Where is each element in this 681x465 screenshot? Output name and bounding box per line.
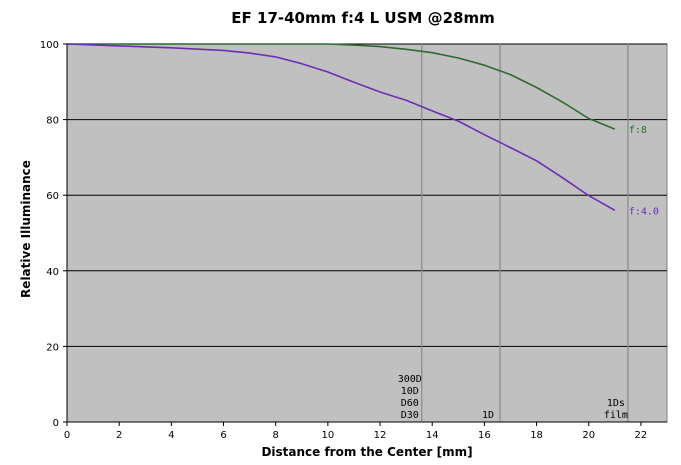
sensor-label: film xyxy=(604,410,628,421)
x-tick-label: 0 xyxy=(64,430,70,441)
x-tick-label: 14 xyxy=(426,430,439,441)
y-tick-label: 40 xyxy=(46,267,59,278)
y-tick-label: 80 xyxy=(46,116,59,127)
y-tick-label: 60 xyxy=(46,191,59,202)
y-tick-label: 100 xyxy=(40,40,59,51)
x-tick-label: 16 xyxy=(478,430,491,441)
series-label: f:4.0 xyxy=(629,206,659,217)
x-tick-label: 18 xyxy=(530,430,543,441)
y-axis-title: Relative Illuminance xyxy=(19,160,33,298)
y-tick-label: 0 xyxy=(53,418,59,429)
x-tick-label: 2 xyxy=(116,430,122,441)
x-tick-label: 22 xyxy=(635,430,648,441)
x-axis-title: Distance from the Center [mm] xyxy=(261,445,472,459)
series-line-f8 xyxy=(67,43,616,130)
sensor-label: 10D xyxy=(401,386,419,397)
x-tick-label: 12 xyxy=(374,430,387,441)
y-axis: 0 20 40 60 80 100 xyxy=(40,40,68,429)
x-tick-label: 6 xyxy=(220,430,226,441)
chart-title: EF 17-40mm f:4 L USM @28mm xyxy=(231,9,494,27)
sensor-label: 1Ds xyxy=(607,398,625,409)
sensor-label: 300D xyxy=(398,374,422,385)
x-tick-label: 4 xyxy=(168,430,174,441)
sensor-label: D60 xyxy=(401,398,419,409)
series-lines: f:8 f:4.0 xyxy=(66,43,659,217)
x-tick-label: 20 xyxy=(582,430,595,441)
x-tick-label: 8 xyxy=(273,430,279,441)
sensor-label: D30 xyxy=(401,410,419,421)
x-axis: 0 2 4 6 8 10 12 14 16 18 20 22 xyxy=(64,421,667,441)
series-label: f:8 xyxy=(629,125,647,136)
series-line-f4 xyxy=(66,43,616,211)
x-tick-label: 10 xyxy=(322,430,335,441)
plot-area xyxy=(66,43,668,423)
sensor-label: 1D xyxy=(482,410,494,421)
y-tick-label: 20 xyxy=(46,342,59,353)
